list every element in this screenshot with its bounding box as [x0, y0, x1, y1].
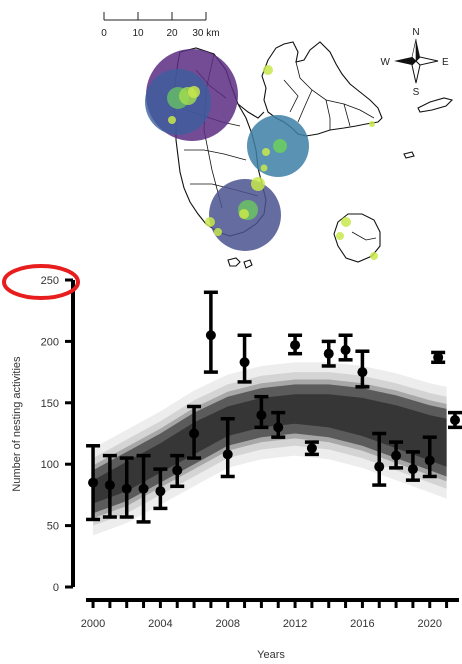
mean-point — [357, 367, 368, 378]
les-saintes-outline — [227, 257, 241, 267]
data-point — [86, 444, 101, 522]
data-point — [170, 453, 185, 489]
site-marker — [239, 209, 249, 219]
scale-label-30: 30 km — [192, 28, 219, 39]
data-point — [203, 290, 218, 374]
mean-point — [189, 428, 200, 439]
y-tick-label: 150 — [41, 398, 59, 410]
y-axis-title: Number of nesting activities — [11, 356, 23, 492]
site-marker — [263, 65, 273, 75]
mean-point — [323, 348, 334, 359]
x-axis-title: Years — [257, 649, 285, 661]
mean-point — [222, 449, 233, 460]
mean-point — [155, 486, 166, 497]
site-marker — [260, 164, 268, 172]
site-marker — [205, 217, 215, 227]
data-point — [321, 339, 336, 368]
mean-point — [374, 461, 385, 472]
x-tick-label: 2020 — [418, 618, 442, 630]
data-point — [153, 467, 168, 511]
data-point — [304, 440, 319, 457]
compass-w: W — [381, 57, 391, 68]
data-point — [422, 435, 437, 479]
data-point — [254, 394, 269, 430]
mean-point — [407, 464, 418, 475]
mean-point — [256, 410, 267, 421]
map-panel: 0 10 20 30 km N S E W — [101, 12, 454, 269]
x-tick-label: 2016 — [350, 618, 374, 630]
mean-point — [273, 422, 284, 433]
mean-point — [104, 480, 115, 491]
data-point — [102, 453, 117, 519]
y-tick-label: 200 — [41, 336, 59, 348]
mean-point — [450, 414, 460, 425]
x-tick-label: 2008 — [215, 618, 239, 630]
y-tick-label: 0 — [53, 582, 59, 594]
compass-e: E — [442, 57, 449, 68]
tick-labels: 0 50 100 150 200 250 2000 2004 2008 2012 2016 2020 — [41, 275, 442, 630]
data-point — [372, 431, 387, 487]
site-marker — [168, 116, 176, 124]
mean-point — [172, 465, 183, 476]
site-marker — [188, 86, 200, 98]
data-point — [136, 453, 151, 524]
mean-point — [239, 357, 250, 368]
data-point — [431, 350, 446, 365]
nesting-sites — [167, 65, 378, 260]
data-points — [86, 290, 462, 524]
data-point — [448, 410, 462, 430]
site-marker — [262, 148, 270, 156]
data-point — [237, 333, 252, 384]
highlight-ellipse — [2, 264, 80, 300]
data-point — [288, 333, 303, 356]
mean-point — [340, 344, 351, 355]
x-tick-label: 2012 — [283, 618, 307, 630]
data-point — [338, 333, 353, 362]
mean-point — [433, 352, 444, 363]
chart-axes — [65, 278, 459, 608]
site-marker — [336, 232, 344, 240]
site-marker — [370, 252, 378, 260]
la-desirade-outline — [417, 97, 454, 113]
y-tick-label: 250 — [41, 275, 59, 287]
site-marker — [214, 228, 222, 236]
data-point — [119, 456, 134, 519]
mean-point — [290, 340, 301, 351]
compass-icon: N S E W — [381, 27, 449, 98]
marie-galante-outline — [333, 213, 381, 263]
x-tick-label: 2000 — [81, 618, 105, 630]
scale-label-0: 0 — [101, 28, 107, 39]
data-point — [405, 450, 420, 482]
compass-n: N — [412, 27, 419, 38]
mean-point — [391, 450, 402, 461]
mean-point — [88, 477, 99, 488]
scale-label-10: 10 — [132, 28, 144, 39]
data-point — [355, 349, 370, 389]
site-marker — [369, 121, 375, 127]
y-tick-label: 50 — [47, 521, 59, 533]
channel-outline — [237, 103, 265, 119]
mean-point — [205, 330, 216, 341]
scale-bar: 0 10 20 30 km — [101, 12, 220, 39]
site-marker — [273, 139, 287, 153]
y-tick-label: 100 — [41, 459, 59, 471]
band-layer-4 — [93, 394, 447, 504]
mean-point — [121, 483, 132, 494]
site-marker — [341, 217, 351, 227]
mean-point — [424, 455, 435, 466]
confidence-band — [93, 362, 447, 536]
scale-label-20: 20 — [166, 28, 178, 39]
site-marker — [251, 177, 265, 191]
mean-point — [306, 443, 317, 454]
data-point — [220, 417, 235, 479]
mean-point — [138, 483, 149, 494]
data-point — [389, 440, 404, 470]
data-point — [271, 410, 286, 439]
x-tick-label: 2004 — [148, 618, 172, 630]
data-point — [187, 404, 202, 460]
compass-s: S — [413, 87, 420, 98]
